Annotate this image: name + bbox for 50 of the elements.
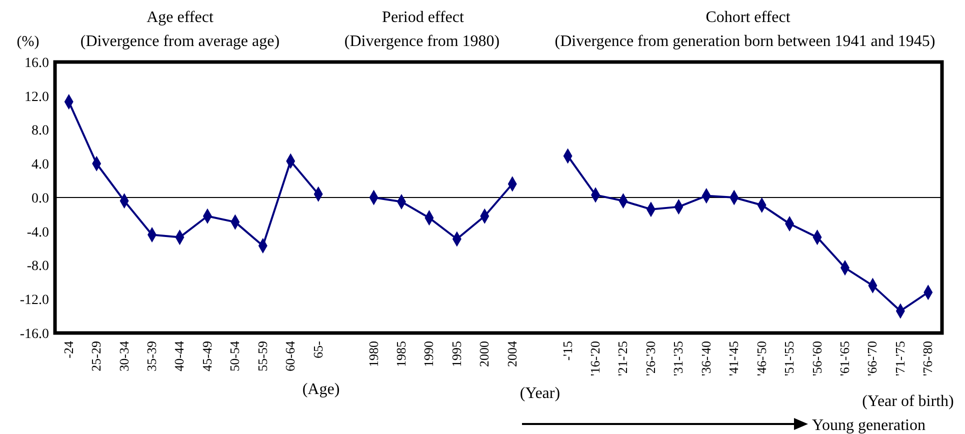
x-tick-label: '31-'35 [670, 341, 686, 376]
x-tick-label: 1985 [393, 341, 408, 367]
text: Cohort effect [706, 9, 791, 26]
x-tick-label: 1980 [366, 341, 381, 367]
x-tick-label: '21-'25 [615, 341, 630, 376]
x-tick-label: 60-64 [282, 340, 298, 372]
text: Age effect [146, 9, 214, 26]
y-tick-label: -12.0 [20, 293, 49, 308]
x-tick-label: '16-'20 [588, 341, 603, 376]
y-tick-label: 0.0 [32, 191, 49, 206]
x-tick-label: 2000 [476, 341, 492, 367]
x-tick-label: 40-44 [172, 340, 187, 372]
x-tick-label: '51-'55 [782, 341, 797, 376]
text: Period effect [382, 9, 464, 26]
text: (Divergence from generation born between 1941 and 1945) [554, 33, 936, 50]
x-tick-label: 1995 [448, 341, 464, 367]
x-tick-label: -'15 [560, 341, 575, 361]
text: (Year) [520, 385, 560, 402]
x-tick-label: 55-59 [254, 341, 270, 372]
x-tick-label: '56-'60 [809, 341, 824, 376]
x-tick-label: '26-'30 [642, 341, 658, 376]
x-tick-label: '46-'50 [754, 341, 769, 376]
x-tick-label: -24 [60, 340, 76, 358]
x-tick-label: 2004 [504, 340, 520, 367]
x-tick-label: '36-'40 [698, 341, 714, 376]
text: (Divergence from 1980) [344, 33, 500, 50]
x-tick-label: 35-39 [144, 341, 160, 372]
y-tick-label: 12.0 [24, 90, 49, 105]
y-axis-title: (%) [16, 34, 40, 50]
y-tick-label: -4.0 [26, 225, 49, 240]
y-tick-label: -16.0 [20, 326, 49, 342]
text: (Year of birth) [862, 393, 954, 410]
x-tick-label: 45-49 [199, 341, 214, 372]
x-tick-label: '41-'45 [726, 341, 742, 376]
x-tick-label: 1990 [421, 341, 436, 367]
x-tick-label: 25-29 [88, 341, 104, 372]
y-tick-label: 4.0 [32, 158, 49, 173]
x-tick-label: 65- [310, 341, 326, 358]
text: (Age) [302, 381, 340, 398]
x-tick-label: '71-'75 [892, 341, 908, 376]
text: (Divergence from average age) [80, 33, 280, 50]
y-tick-label: -8.0 [26, 259, 49, 274]
x-tick-label: '61-'65 [836, 341, 852, 376]
x-tick-label: 50-54 [227, 340, 242, 372]
x-tick-label: '76-'80 [920, 341, 936, 376]
x-tick-label: '66-'70 [864, 341, 880, 376]
y-tick-label: 16.0 [24, 56, 49, 71]
text: Young generation [812, 417, 926, 434]
x-tick-label: 30-34 [116, 340, 132, 372]
y-tick-label: 8.0 [32, 124, 49, 139]
